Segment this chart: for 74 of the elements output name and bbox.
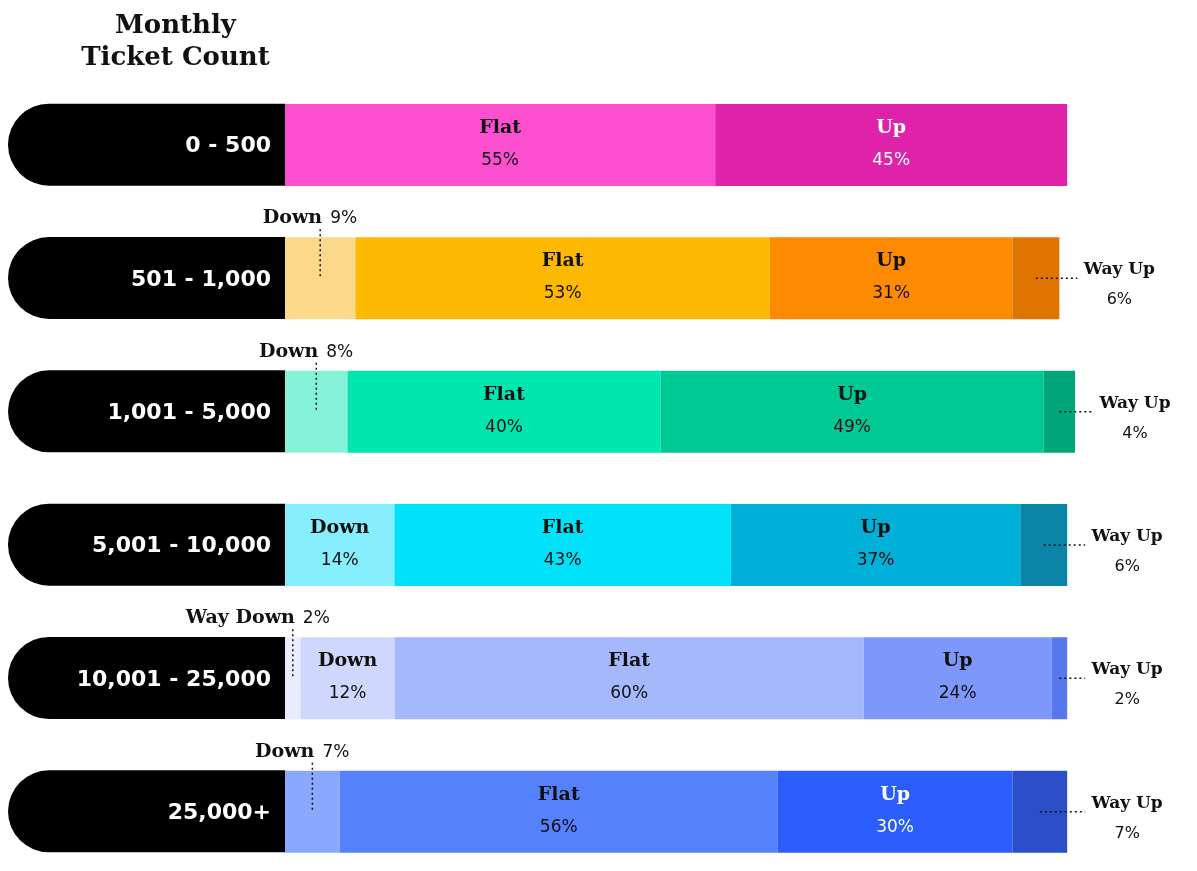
text: Up [860,515,891,537]
text: Way Up [1083,258,1155,279]
data-label: 53% [543,282,582,303]
text: Way Up [1091,791,1163,812]
data-label: 9% [330,207,358,228]
bar [769,237,1013,320]
bar [355,237,770,320]
data-label: 12% [328,682,367,703]
text: Up [837,381,868,404]
text: Flat [537,781,580,804]
data-label: 2% [302,607,330,628]
bar [285,370,348,453]
text: Way Up [1091,658,1163,679]
bar [1012,770,1068,853]
bar [715,104,1068,186]
data-label: 56% [539,815,578,836]
text: Down [317,648,378,671]
series-label: Up [876,115,907,137]
data-label: 7% [1114,822,1140,842]
text: Down [258,338,319,361]
bar [1051,637,1068,720]
y-tick-label: 10,001 - 25,000 [76,665,271,691]
bar [285,237,356,320]
bar [1020,504,1068,586]
data-label: 49% [833,415,871,436]
bar [777,770,1013,853]
bar [347,370,661,453]
series-label: Flat [479,115,522,137]
y-tick-label: 25,000+ [167,799,271,825]
data-label: 43% [543,549,582,569]
data-label: 6% [1106,289,1133,309]
data-label: 40% [485,415,523,436]
bar [863,637,1052,720]
data-label: 45% [872,149,911,169]
series-label: Down [262,205,323,228]
data-label: 7% [322,740,350,761]
y-axis-title: Monthly Ticket Count [80,8,271,72]
series-label: Way Down [184,605,295,628]
text: Flat [483,381,525,404]
y-tick-label: 501 - 1,000 [131,265,271,291]
data-label: 24% [938,682,977,703]
text: Flat [541,515,584,537]
text: Down [255,738,315,761]
data-label: 8% [326,340,354,361]
data-label: 37% [856,549,895,569]
bar [1043,370,1075,453]
data-label: 30% [876,815,914,836]
bar [730,504,1021,586]
bar [285,637,301,720]
y-tick-label: 1,001 - 5,000 [107,399,271,425]
text: Way Up [1099,391,1171,412]
data-label: 60% [610,682,649,703]
bar [1012,237,1060,320]
bar [394,637,864,720]
bar [285,770,340,853]
y-tick-label: 5,001 - 10,000 [92,532,271,558]
data-label: 14% [320,549,359,569]
bar [394,504,731,586]
data-label: 6% [1114,556,1140,575]
data-label: 2% [1114,689,1140,709]
text: Flat [608,648,651,671]
bar [660,370,1044,453]
data-label: 31% [872,282,911,303]
bar [300,637,395,720]
text: Flat [541,248,584,271]
y-tick-label: 0 - 500 [185,132,271,158]
data-label: 55% [481,149,519,169]
data-label: 4% [1122,422,1148,442]
text: Up [942,648,973,671]
series-label: Way Up [1090,525,1163,545]
text: Up [876,248,907,271]
text: Down [310,515,370,537]
text: Up [880,781,911,804]
bar [339,770,778,853]
